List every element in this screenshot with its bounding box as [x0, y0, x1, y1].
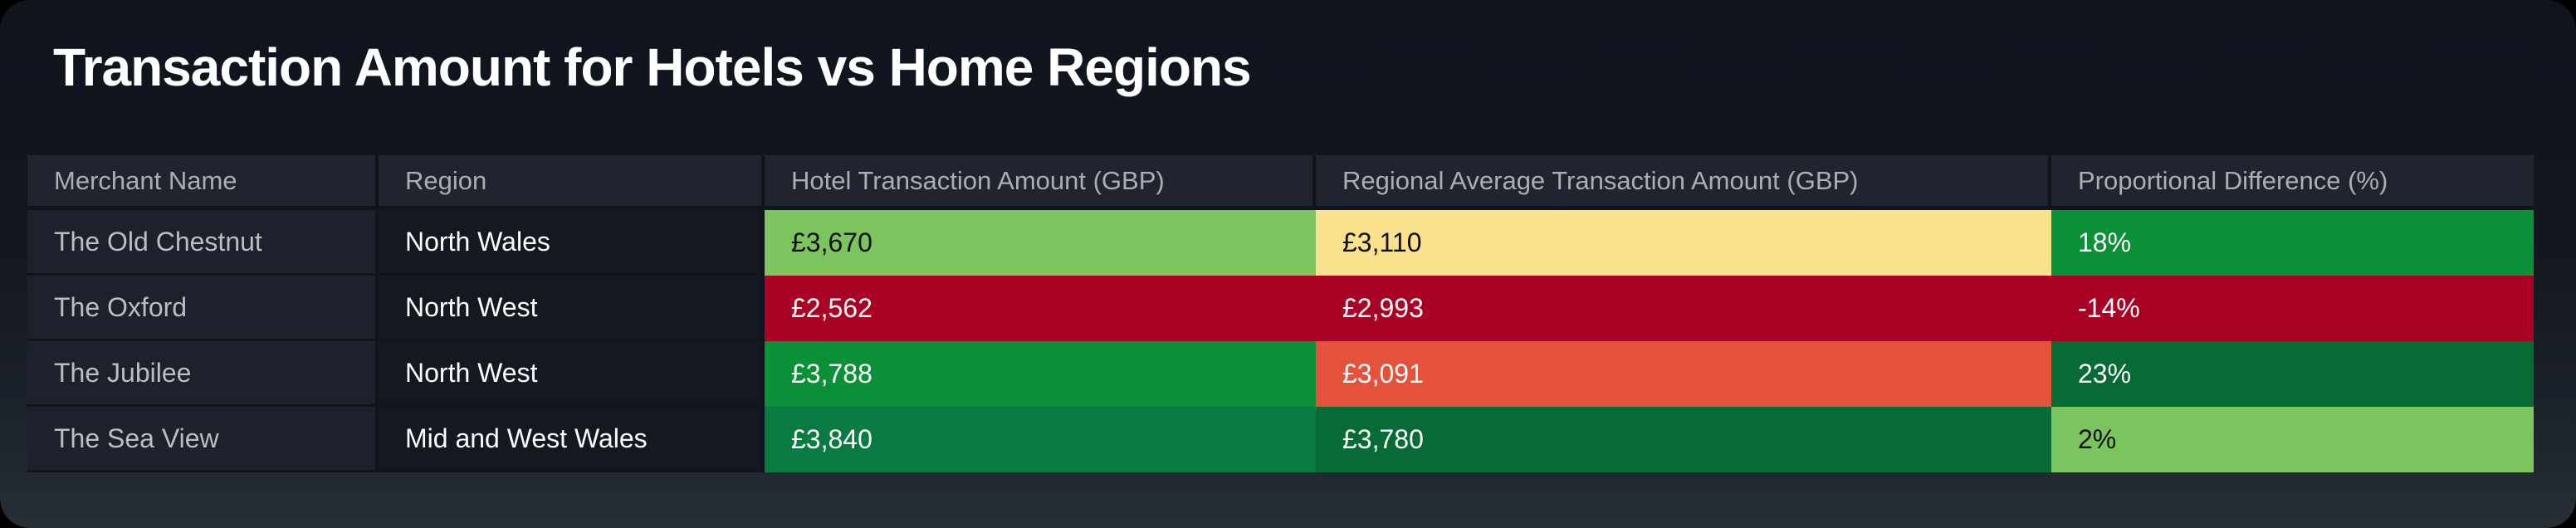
- column-header-proportional-difference[interactable]: Proportional Difference (%): [2051, 155, 2534, 210]
- regional-average-cell: £3,780: [1316, 407, 2051, 472]
- region-cell: North West: [379, 341, 765, 407]
- transactions-table: Merchant Name Region Hotel Transaction A…: [27, 155, 2534, 472]
- merchant-name-cell: The Jubilee: [27, 341, 379, 407]
- panel-title: Transaction Amount for Hotels vs Home Re…: [53, 37, 1252, 97]
- region-cell: North Wales: [379, 210, 765, 276]
- column-header-regional-average[interactable]: Regional Average Transaction Amount (GBP…: [1316, 155, 2051, 210]
- merchant-name-cell: The Old Chestnut: [27, 210, 379, 276]
- proportional-difference-cell: 18%: [2051, 210, 2534, 276]
- proportional-difference-cell: -14%: [2051, 276, 2534, 341]
- column-header-merchant-name[interactable]: Merchant Name: [27, 155, 379, 210]
- hotel-amount-cell: £3,788: [765, 341, 1316, 407]
- merchant-name-cell: The Oxford: [27, 276, 379, 341]
- region-cell: North West: [379, 276, 765, 341]
- regional-average-cell: £3,091: [1316, 341, 2051, 407]
- hotel-amount-cell: £2,562: [765, 276, 1316, 341]
- proportional-difference-cell: 2%: [2051, 407, 2534, 472]
- merchant-name-cell: The Sea View: [27, 407, 379, 472]
- column-header-hotel-amount[interactable]: Hotel Transaction Amount (GBP): [765, 155, 1316, 210]
- regional-average-cell: £3,110: [1316, 210, 2051, 276]
- hotel-amount-cell: £3,840: [765, 407, 1316, 472]
- column-header-region[interactable]: Region: [379, 155, 765, 210]
- proportional-difference-cell: 23%: [2051, 341, 2534, 407]
- regional-average-cell: £2,993: [1316, 276, 2051, 341]
- hotel-amount-cell: £3,670: [765, 210, 1316, 276]
- region-cell: Mid and West Wales: [379, 407, 765, 472]
